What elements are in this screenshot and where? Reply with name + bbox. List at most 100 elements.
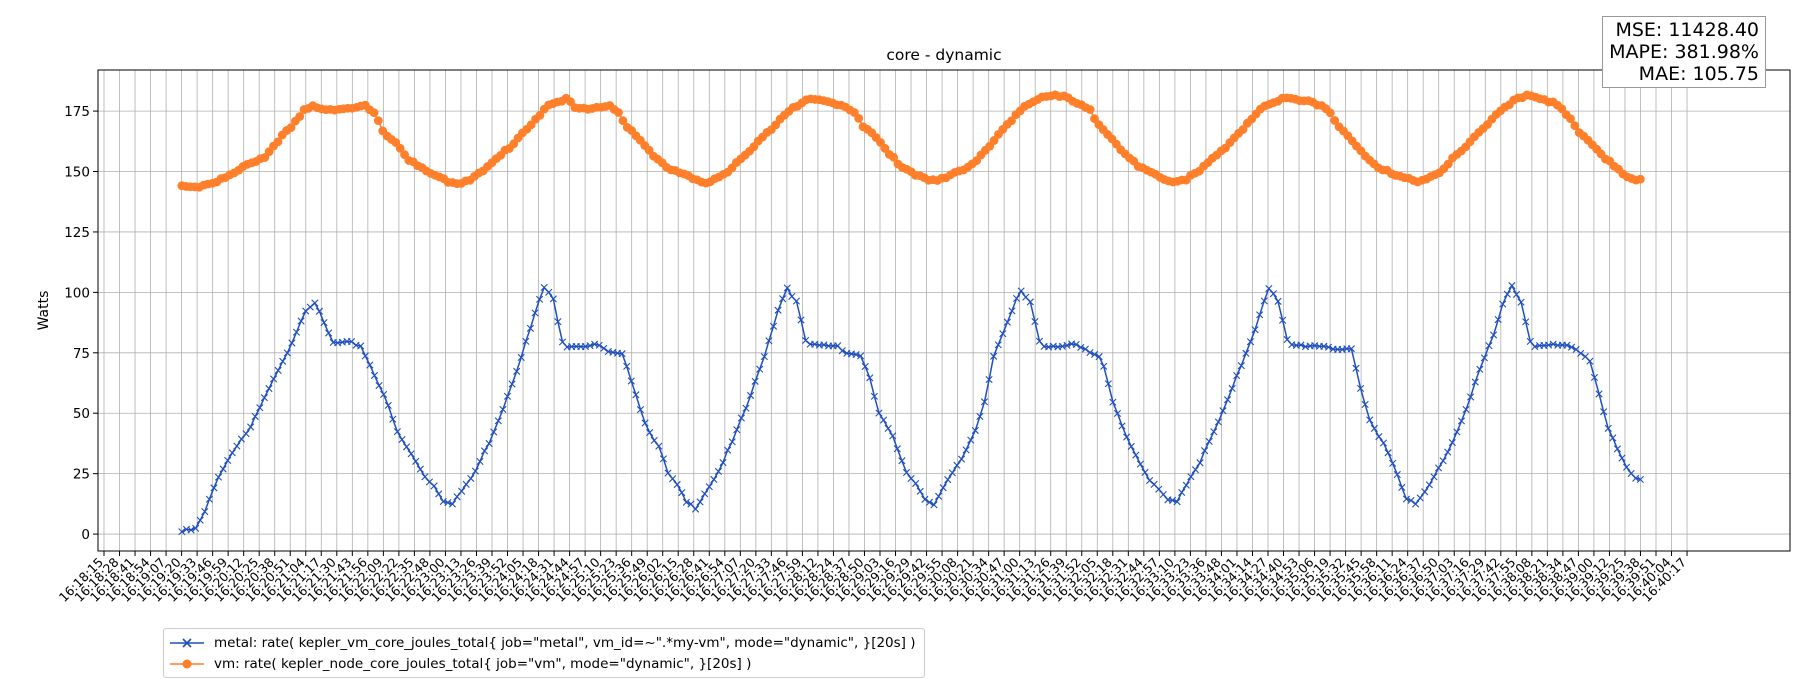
data-point-metal xyxy=(1100,362,1108,370)
data-point-metal xyxy=(402,443,411,451)
data-point-metal xyxy=(1503,290,1511,298)
data-point-metal xyxy=(1242,349,1250,357)
data-point-metal xyxy=(783,284,791,292)
data-point-metal xyxy=(746,391,755,400)
data-point-metal xyxy=(283,349,291,357)
data-point-metal xyxy=(1324,343,1333,351)
data-point-metal xyxy=(1196,459,1204,467)
data-point-metal xyxy=(1471,378,1479,386)
data-point-metal xyxy=(453,493,461,501)
data-point-metal xyxy=(1205,437,1213,446)
data-point-metal xyxy=(820,341,828,349)
data-point-metal xyxy=(458,487,466,495)
data-point-metal xyxy=(1168,496,1177,504)
data-point-metal xyxy=(636,406,645,414)
data-point-metal xyxy=(870,392,878,400)
data-point-metal xyxy=(902,468,911,477)
data-point-metal xyxy=(412,457,420,465)
data-point-metal xyxy=(1609,434,1617,442)
data-point-metal xyxy=(1132,451,1140,459)
data-point-metal xyxy=(494,417,502,425)
data-point-metal xyxy=(1604,424,1612,432)
data-point-metal xyxy=(1462,405,1470,414)
data-point-metal xyxy=(1398,483,1406,491)
data-point-metal xyxy=(682,498,690,506)
data-point-metal xyxy=(1063,341,1071,349)
data-point-metal xyxy=(444,499,452,507)
data-point-metal xyxy=(1219,407,1227,415)
data-point-metal xyxy=(1256,311,1264,319)
data-point-metal xyxy=(1187,473,1195,481)
data-point-metal xyxy=(325,329,333,337)
data-point-vm xyxy=(395,143,405,153)
data-point-metal xyxy=(1228,384,1236,392)
data-point-metal xyxy=(1127,442,1135,451)
data-point-metal xyxy=(370,371,379,380)
data-point-metal xyxy=(1104,380,1112,388)
data-point-metal xyxy=(953,461,961,469)
y-tick-label: 150 xyxy=(64,165,90,181)
data-point-metal xyxy=(1448,438,1456,447)
y-tick-label: 0 xyxy=(81,527,90,543)
data-point-metal xyxy=(1297,341,1305,349)
data-point-metal xyxy=(756,365,764,373)
data-point-metal xyxy=(641,419,649,427)
y-tick-label: 25 xyxy=(73,467,90,483)
data-point-metal xyxy=(1370,424,1378,432)
data-point-metal xyxy=(269,375,278,383)
data-point-metal xyxy=(1444,448,1452,456)
data-point-metal xyxy=(774,306,782,314)
data-point-metal xyxy=(187,526,195,534)
data-point-metal xyxy=(1237,362,1245,370)
data-point-metal xyxy=(765,337,773,345)
data-point-metal xyxy=(866,374,874,382)
data-point-metal xyxy=(994,341,1002,349)
data-point-metal xyxy=(398,435,406,444)
data-point-metal xyxy=(591,340,599,348)
data-point-metal xyxy=(893,445,901,453)
data-point-metal xyxy=(691,505,700,513)
data-point-vm xyxy=(614,108,623,117)
data-point-metal xyxy=(196,516,204,524)
data-point-vm xyxy=(1238,125,1248,134)
data-point-metal xyxy=(1347,345,1355,353)
data-point-metal xyxy=(384,401,392,410)
data-point-metal xyxy=(650,436,658,445)
data-point-metal xyxy=(1159,490,1167,498)
legend-label-metal: metal: rate( kepler_vm_core_joules_total… xyxy=(214,634,916,651)
data-point-metal xyxy=(935,492,943,500)
data-point-metal xyxy=(1384,449,1392,457)
legend-label-vm: vm: rate( kepler_node_core_joules_total{… xyxy=(214,655,752,672)
data-point-metal xyxy=(513,367,521,375)
data-point-metal xyxy=(1586,357,1594,365)
data-point-metal xyxy=(710,475,718,483)
data-point-metal xyxy=(1086,348,1094,357)
data-point-vm xyxy=(273,137,283,147)
data-point-metal xyxy=(728,438,736,446)
data-point-metal xyxy=(1361,400,1369,409)
data-point-metal xyxy=(898,457,906,465)
data-point-metal xyxy=(233,442,241,450)
data-point-metal xyxy=(320,318,328,327)
data-point-metal xyxy=(347,337,356,346)
data-point-vm xyxy=(1085,105,1095,114)
series-vm xyxy=(177,90,1645,192)
data-point-vm xyxy=(369,108,379,118)
data-point-metal xyxy=(962,446,970,454)
legend-swatch-metal-icon xyxy=(170,637,204,648)
data-point-metal xyxy=(1191,466,1200,474)
data-point-metal xyxy=(705,483,713,491)
data-point-vm xyxy=(618,116,628,126)
data-point-metal xyxy=(595,341,603,349)
data-point-vm xyxy=(286,123,296,133)
data-point-metal xyxy=(503,392,512,400)
y-tick-label: 100 xyxy=(64,285,90,301)
data-point-metal xyxy=(380,390,388,398)
data-point-vm xyxy=(1330,116,1340,125)
data-point-metal xyxy=(1375,433,1383,441)
data-point-metal xyxy=(655,442,663,450)
data-point-metal xyxy=(838,347,846,355)
data-point-metal xyxy=(875,409,883,417)
data-point-metal xyxy=(912,479,920,488)
